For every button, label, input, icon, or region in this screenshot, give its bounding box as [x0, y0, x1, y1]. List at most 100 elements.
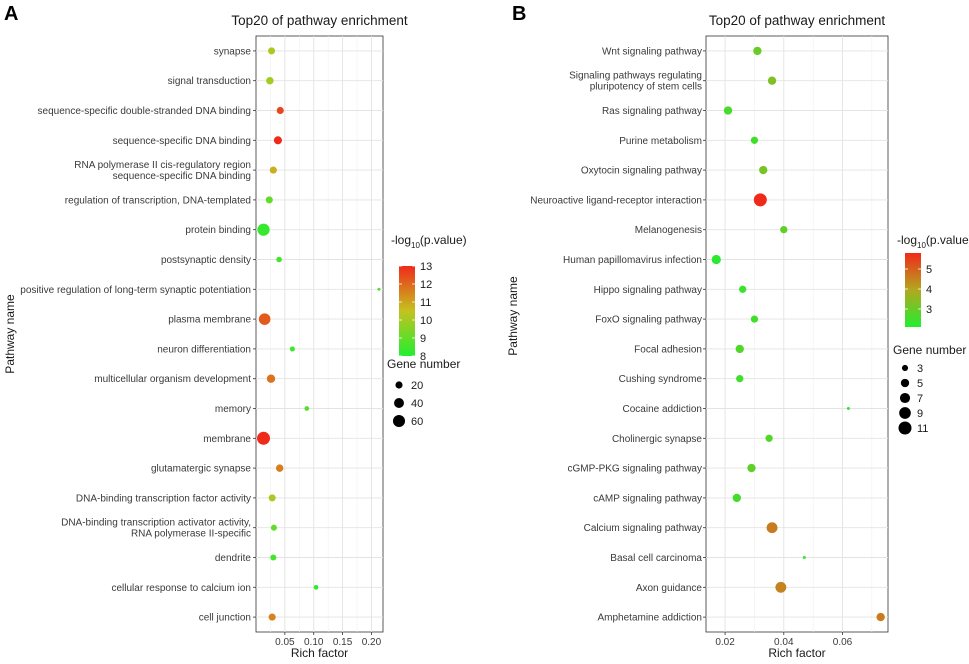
y-category-label: sequence-specific double-stranded DNA bi… [38, 106, 251, 117]
data-point [268, 613, 276, 621]
chart-b: Top20 of pathway enrichment 0.02 0.04 0.06 R… [506, 13, 969, 660]
y-category-label: cGMP-PKG signaling pathway [567, 464, 702, 475]
size-legend-label: 3 [917, 363, 923, 375]
size-legend-label: 7 [917, 393, 923, 405]
color-legend-label: 8 [420, 351, 426, 363]
y-category-label: Wnt signaling pathway [602, 46, 702, 57]
x-tick-label: 0.15 [333, 637, 353, 648]
x-tick-label: 0.05 [275, 637, 295, 648]
data-point [266, 374, 276, 383]
color-legend-label: 13 [420, 261, 432, 273]
y-category-label: Basal cell carcinoma [610, 553, 702, 564]
y-category-label: DNA-binding transcription factor activit… [76, 493, 251, 504]
plot-panel [255, 35, 384, 633]
data-point [276, 256, 282, 263]
y-category-label: sequence-specific DNA binding [113, 171, 251, 182]
data-point [273, 136, 282, 145]
y-category-label: Human papillomavirus infection [563, 255, 702, 266]
y-category-label: Oxytocin signaling pathway [581, 166, 702, 177]
data-point [711, 254, 721, 265]
data-point [802, 556, 806, 559]
size-legend-dot [899, 392, 911, 404]
data-point [275, 464, 284, 472]
data-point [736, 375, 744, 383]
x-tick-label: 0.02 [715, 637, 735, 648]
x-tick-label: 0.20 [362, 637, 382, 648]
y-category-label: protein binding [185, 225, 251, 236]
color-legend-label: 12 [420, 279, 432, 291]
y-category-label: RNA polymerase II-specific [131, 529, 251, 540]
data-point [265, 196, 273, 204]
data-point [759, 165, 768, 175]
data-point [270, 524, 277, 531]
y-category-label: cAMP signaling pathway [593, 493, 702, 504]
y-category-label: Cushing syndrome [619, 374, 703, 385]
data-point [268, 47, 276, 55]
size-legend-dot [900, 378, 910, 388]
size-legend-label: 11 [917, 423, 928, 435]
y-category-label: glutamatergic synapse [151, 464, 251, 475]
color-legend-title: -log10(p.value) [391, 233, 467, 250]
size-legend-dot [898, 421, 912, 435]
size-legend-label: 60 [411, 416, 423, 428]
data-point [723, 106, 733, 115]
y-category-label: cell junction [199, 613, 251, 624]
x-tick-label: 0.06 [833, 637, 853, 648]
y-category-label: Purine metabolism [619, 136, 702, 147]
data-point [735, 344, 744, 354]
color-legend-label: 9 [420, 333, 426, 345]
y-category-label: Ras signaling pathway [602, 106, 702, 117]
color-legend-label: 5 [926, 264, 932, 276]
panel-label-a: A [4, 3, 18, 25]
chart-a: Top20 of pathway enrichment 0.05 0.10 0.15 0… [3, 13, 467, 660]
data-point [304, 406, 310, 411]
y-category-label: Neuroactive ligand-receptor interaction [530, 195, 702, 206]
y-category-label: Cocaine addiction [623, 404, 703, 415]
x-axis-title: Rich factor [291, 646, 348, 659]
data-point [739, 285, 747, 293]
color-legend-title: -log10(p.value) [897, 233, 969, 250]
y-category-label: neuron differentiation [157, 344, 251, 355]
y-category-label: DNA-binding transcription activator acti… [61, 518, 251, 529]
data-point [747, 463, 756, 473]
x-tick-label: 0.04 [774, 637, 794, 648]
color-legend-bar [905, 253, 921, 327]
y-category-label: Melanogenesis [635, 225, 702, 236]
y-category-label: membrane [203, 434, 251, 445]
plot-panel [705, 35, 889, 633]
y-category-label: postsynaptic density [161, 255, 251, 266]
color-legend-bar [399, 266, 415, 356]
y-category-label: synapse [214, 46, 252, 57]
data-point [846, 407, 850, 410]
data-point [258, 313, 271, 325]
y-category-label: Axon guidance [636, 583, 703, 594]
y-category-label: Hippo signaling pathway [594, 285, 702, 296]
x-tick-label: 0.10 [304, 637, 324, 648]
y-category-label: pluripotency of stem cells [590, 82, 702, 93]
data-point [270, 554, 277, 561]
y-category-label: multicellular organism development [94, 374, 251, 385]
color-legend-label: 11 [420, 297, 431, 309]
y-category-label: RNA polymerase II cis-regulatory region [74, 160, 251, 171]
size-legend-title: Gene number [387, 357, 460, 371]
size-legend-dot [394, 398, 404, 408]
color-legend-label: 4 [926, 284, 932, 296]
size-legend-label: 5 [917, 378, 923, 390]
y-axis-title: Pathway name [3, 294, 17, 374]
y-category-label: dendrite [215, 553, 252, 564]
x-axis-title: Rich factor [768, 646, 825, 659]
data-point [276, 106, 284, 115]
data-point [766, 522, 778, 534]
y-category-label: signal transduction [168, 76, 251, 87]
y-category-label: cellular response to calcium ion [111, 583, 251, 594]
color-legend-label: 10 [420, 315, 432, 327]
data-point [377, 287, 381, 291]
size-legend-label: 20 [411, 380, 423, 392]
color-legend-label: 3 [926, 304, 932, 316]
data-point [775, 581, 787, 593]
size-legend-dot [392, 414, 406, 428]
data-point [876, 612, 885, 622]
y-category-label: Focal adhesion [634, 344, 702, 355]
data-point [780, 226, 788, 234]
